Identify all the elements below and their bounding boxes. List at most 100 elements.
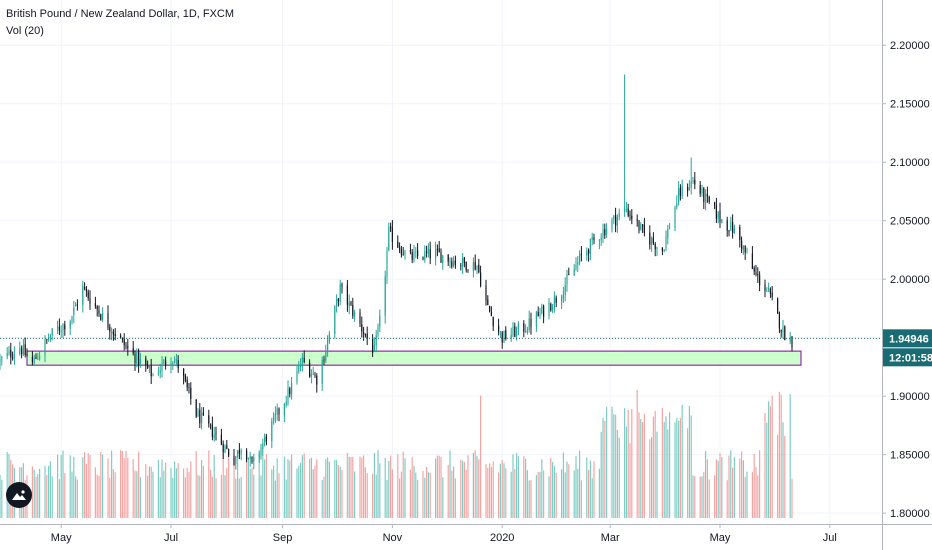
candle-body [388, 226, 390, 250]
volume-bar [150, 466, 152, 518]
candle-body [121, 338, 123, 340]
volume-bar [211, 476, 213, 518]
candle-body [564, 285, 566, 295]
volume-bar [688, 406, 690, 518]
volume-bar [172, 477, 174, 518]
candle-body [6, 353, 8, 357]
candle-body [422, 257, 424, 260]
candle-body [453, 260, 455, 267]
candle-body [208, 415, 210, 424]
candle-body [211, 424, 213, 437]
volume-bar [46, 474, 48, 518]
candle-body [62, 323, 64, 331]
volume-bar [427, 472, 429, 518]
candle-body [22, 345, 24, 355]
candle-body [291, 383, 293, 395]
time-tick-label: Mar [601, 532, 620, 544]
volume-bar [593, 461, 595, 518]
volume-bar [199, 475, 201, 518]
volume-bar [251, 467, 253, 518]
candle-body [681, 186, 683, 197]
candle-body [591, 237, 593, 240]
volume-bar [334, 459, 336, 518]
candle-body [539, 312, 541, 316]
volume-bar [465, 469, 467, 518]
volume-bar [642, 421, 644, 518]
price-tags: 1.94946 12:01:58 [883, 329, 932, 367]
candle-body [467, 269, 469, 271]
volume-bar [589, 460, 591, 518]
volume-bar [616, 429, 618, 518]
candle-body [759, 275, 761, 286]
volume-bar [152, 471, 154, 518]
volume-bar [553, 466, 555, 518]
candle-body [138, 350, 140, 366]
candle-body [364, 333, 366, 336]
volume-bar [60, 454, 62, 518]
candle-body [537, 312, 539, 317]
candle-body [440, 252, 442, 263]
volume-bar [602, 417, 604, 518]
volume-bar [753, 453, 755, 518]
volume-bar [755, 467, 757, 518]
candle-body [220, 434, 222, 445]
candle-body [688, 187, 690, 191]
volume-bar [651, 437, 653, 518]
volume-bar [498, 472, 500, 518]
candle-body [732, 222, 734, 233]
volume-bar [730, 450, 732, 518]
volume-bar [233, 458, 235, 518]
candle-body [498, 325, 500, 332]
volume-bar [163, 470, 165, 518]
candle-body [667, 229, 669, 238]
volume-bar [768, 401, 770, 518]
candle-body [112, 331, 114, 335]
volume-bar [708, 479, 710, 518]
volume-bar [291, 454, 293, 518]
volume-bar [694, 476, 696, 518]
candle-body [598, 240, 600, 242]
candle-body [728, 230, 730, 232]
candle-body [771, 292, 773, 298]
volume-bar [643, 413, 645, 518]
candle-body [462, 257, 464, 267]
volume-indicator-label[interactable]: Vol (20) [6, 25, 44, 37]
candle-body [766, 290, 768, 292]
volume-bar [699, 476, 701, 518]
volume-bar [350, 457, 352, 518]
candle-body [769, 288, 771, 294]
volume-bar [174, 461, 176, 518]
candle-body [690, 181, 692, 188]
volume-bar [759, 450, 761, 518]
volume-bar [460, 459, 462, 518]
volume-bar [606, 406, 608, 518]
volume-bar [287, 459, 289, 518]
candle-body [449, 260, 451, 263]
candle-body [485, 285, 487, 301]
volume-bar [258, 450, 260, 518]
volume-bar [328, 461, 330, 518]
volume-bar [300, 462, 302, 518]
tradingview-logo[interactable] [6, 482, 32, 508]
candle-body [604, 229, 606, 236]
candle-body [454, 260, 456, 265]
candle-body [172, 363, 174, 364]
candle-body [526, 330, 528, 333]
candle-body [472, 262, 474, 272]
candle-body [336, 299, 338, 306]
candle-body [325, 352, 327, 361]
candle-body [390, 226, 392, 228]
candle-body [341, 284, 343, 287]
volume-bar [568, 464, 570, 518]
candle-body [739, 227, 741, 241]
volume-bar [411, 457, 413, 518]
volume-bar [359, 456, 361, 518]
candle-body [642, 224, 644, 227]
candle-body [132, 348, 134, 354]
candle-body [253, 456, 255, 462]
candle-body [424, 251, 426, 260]
candle-body [665, 236, 667, 249]
volume-bar [301, 455, 303, 518]
